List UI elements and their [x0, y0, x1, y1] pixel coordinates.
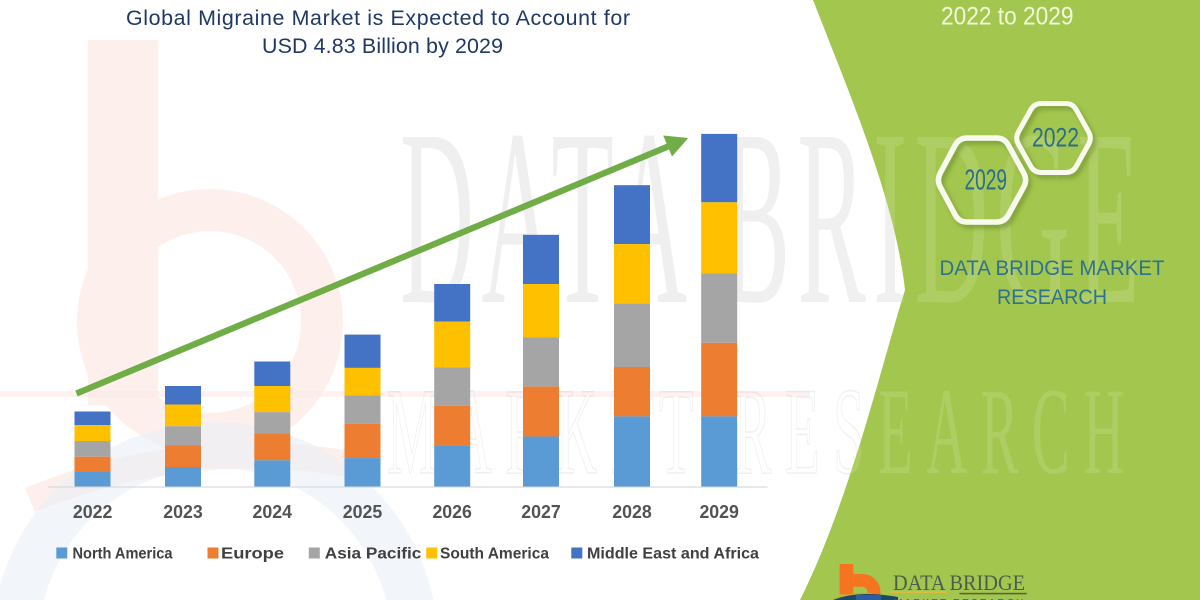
svg-text:DATA BRIDGE: DATA BRIDGE: [400, 78, 1147, 357]
svg-text:2025: 2025: [343, 502, 383, 522]
svg-text:Asia Pacific: Asia Pacific: [325, 546, 422, 563]
svg-text:MARKET RESEARCH: MARKET RESEARCH: [894, 598, 1025, 600]
svg-text:2029: 2029: [965, 165, 1008, 197]
svg-text:DATA BRIDGE: DATA BRIDGE: [893, 570, 1025, 595]
svg-text:2023: 2023: [163, 502, 203, 522]
svg-text:2024: 2024: [253, 502, 293, 522]
svg-text:2022 to 2029: 2022 to 2029: [941, 3, 1074, 31]
svg-text:RESEARCH: RESEARCH: [997, 285, 1107, 309]
svg-text:2022: 2022: [73, 502, 113, 522]
svg-text:2027: 2027: [521, 502, 561, 522]
svg-text:South America: South America: [440, 546, 549, 563]
svg-text:USD 4.83 Billion by 2029: USD 4.83 Billion by 2029: [262, 34, 503, 58]
svg-text:Europe: Europe: [221, 546, 284, 563]
svg-text:2022: 2022: [1032, 123, 1079, 153]
svg-text:Global Migraine Market is Expe: Global Migraine Market is Expected to Ac…: [126, 6, 630, 30]
svg-text:DATA BRIDGE MARKET: DATA BRIDGE MARKET: [940, 256, 1165, 280]
svg-text:North America: North America: [73, 546, 173, 563]
svg-text:2028: 2028: [612, 502, 652, 522]
svg-text:Middle East and Africa: Middle East and Africa: [587, 546, 759, 563]
svg-text:2029: 2029: [699, 502, 739, 522]
svg-text:2026: 2026: [432, 502, 472, 522]
